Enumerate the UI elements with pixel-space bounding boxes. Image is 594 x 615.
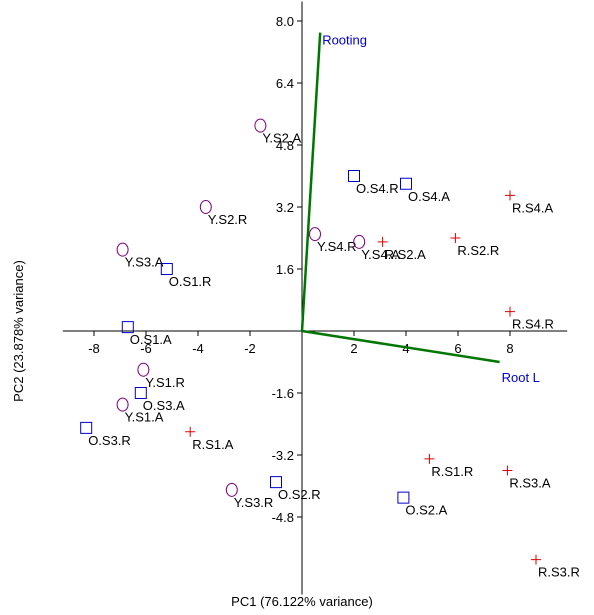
point-marker-r-s1-r bbox=[424, 453, 435, 464]
point-label-o-s2-a: O.S2.A bbox=[405, 503, 447, 518]
loading-vector-rooting bbox=[300, 32, 322, 332]
point-marker-o-s4-a bbox=[400, 177, 412, 190]
data-points: Y.S2.A Y.S2.R Y.S3.A Y.S4.R Y.S4.A Y.S1.R Y.S1… bbox=[80, 118, 580, 580]
x-axis-title: PC1 (76.122% variance) bbox=[231, 594, 373, 609]
point-marker-y-s1-r bbox=[137, 362, 150, 377]
point-marker-y-s2-a bbox=[254, 118, 267, 133]
x-tick-label: -4 bbox=[192, 341, 204, 356]
point-label-y-s4-a: Y.S4.A bbox=[361, 247, 400, 262]
point-marker-r-s4-a bbox=[505, 190, 515, 201]
y-tick-label: 6.4 bbox=[276, 76, 294, 91]
point-label-r-s2-a: R.S2.A bbox=[385, 247, 427, 262]
point-label-y-s3-r: Y.S3.R bbox=[234, 495, 274, 510]
point-marker-y-s3-a bbox=[116, 242, 129, 257]
point-marker-o-s1-a bbox=[121, 321, 134, 334]
point-marker-y-s3-r bbox=[225, 482, 238, 497]
loading-label-rooting: Rooting bbox=[322, 33, 367, 48]
y-tick-label: -4.8 bbox=[272, 510, 294, 525]
point-marker-r-s2-r bbox=[450, 233, 461, 243]
point-label-r-s4-r: R.S4.R bbox=[512, 317, 554, 332]
axes: -8-6-4-224688.06.44.83.21.6-1.6-3.2-4.8 bbox=[62, 1, 568, 595]
point-marker-r-s3-a bbox=[502, 465, 513, 476]
y-tick-label: 8.0 bbox=[276, 14, 294, 29]
x-tick-label: 2 bbox=[350, 341, 357, 356]
point-label-y-s4-r: Y.S4.R bbox=[317, 239, 357, 254]
point-label-r-s3-a: R.S3.A bbox=[509, 476, 551, 491]
point-label-o-s1-r: O.S1.R bbox=[169, 274, 212, 289]
point-label-o-s4-r: O.S4.R bbox=[356, 181, 399, 196]
x-tick-label: 8 bbox=[506, 341, 513, 356]
point-label-r-s3-r: R.S3.R bbox=[538, 565, 580, 580]
point-marker-r-s4-r bbox=[505, 306, 515, 317]
loading-label-root-l: Root L bbox=[502, 370, 540, 385]
y-tick-label: 4.8 bbox=[276, 138, 294, 153]
point-label-y-s1-r: Y.S1.R bbox=[145, 375, 185, 390]
loading-vector-root-l bbox=[301, 329, 500, 364]
point-label-o-s2-r: O.S2.R bbox=[278, 487, 321, 502]
point-marker-y-s1-a bbox=[116, 397, 129, 412]
point-label-r-s2-r: R.S2.R bbox=[457, 243, 499, 258]
x-tick-label: 6 bbox=[454, 341, 461, 356]
point-label-o-s1-a: O.S1.A bbox=[130, 332, 172, 347]
point-label-y-s2-r: Y.S2.R bbox=[208, 212, 248, 227]
point-label-r-s1-a: R.S1.A bbox=[192, 437, 234, 452]
x-tick-label: -2 bbox=[244, 341, 256, 356]
point-label-r-s1-r: R.S1.R bbox=[431, 464, 473, 479]
loading-vectors: Rooting Root L bbox=[300, 32, 540, 385]
y-axis-title: PC2 (23.878% variance) bbox=[11, 260, 26, 402]
point-label-y-s3-a: Y.S3.A bbox=[125, 255, 164, 270]
point-label-y-s2-a: Y.S2.A bbox=[262, 131, 301, 146]
x-tick-label: -6 bbox=[140, 341, 152, 356]
y-tick-label: 1.6 bbox=[276, 262, 294, 277]
point-marker-o-s3-a bbox=[134, 387, 147, 399]
point-marker-y-s4-r bbox=[309, 227, 321, 242]
point-label-o-s3-r: O.S3.R bbox=[88, 433, 131, 448]
point-label-r-s4-a: R.S4.A bbox=[512, 200, 554, 215]
point-marker-o-s2-a bbox=[397, 491, 410, 504]
y-tick-label: 3.2 bbox=[276, 200, 294, 215]
point-marker-y-s2-r bbox=[199, 200, 212, 214]
point-label-y-s1-a: Y.S1.A bbox=[125, 410, 164, 425]
point-marker-r-s2-a bbox=[377, 236, 388, 247]
point-marker-o-s1-r bbox=[160, 263, 173, 275]
point-marker-y-s4-a bbox=[353, 234, 366, 249]
point-label-o-s4-a: O.S4.A bbox=[408, 189, 450, 204]
y-tick-label: -1.6 bbox=[272, 386, 294, 401]
x-tick-label: -8 bbox=[88, 341, 100, 356]
point-marker-o-s4-r bbox=[348, 170, 360, 182]
point-marker-r-s1-a bbox=[185, 426, 196, 437]
point-label-o-s3-a: O.S3.A bbox=[143, 398, 185, 413]
point-marker-r-s3-r bbox=[531, 554, 541, 565]
y-tick-label: -3.2 bbox=[272, 448, 294, 463]
point-marker-o-s3-r bbox=[80, 421, 93, 434]
point-marker-o-s2-r bbox=[270, 476, 282, 489]
